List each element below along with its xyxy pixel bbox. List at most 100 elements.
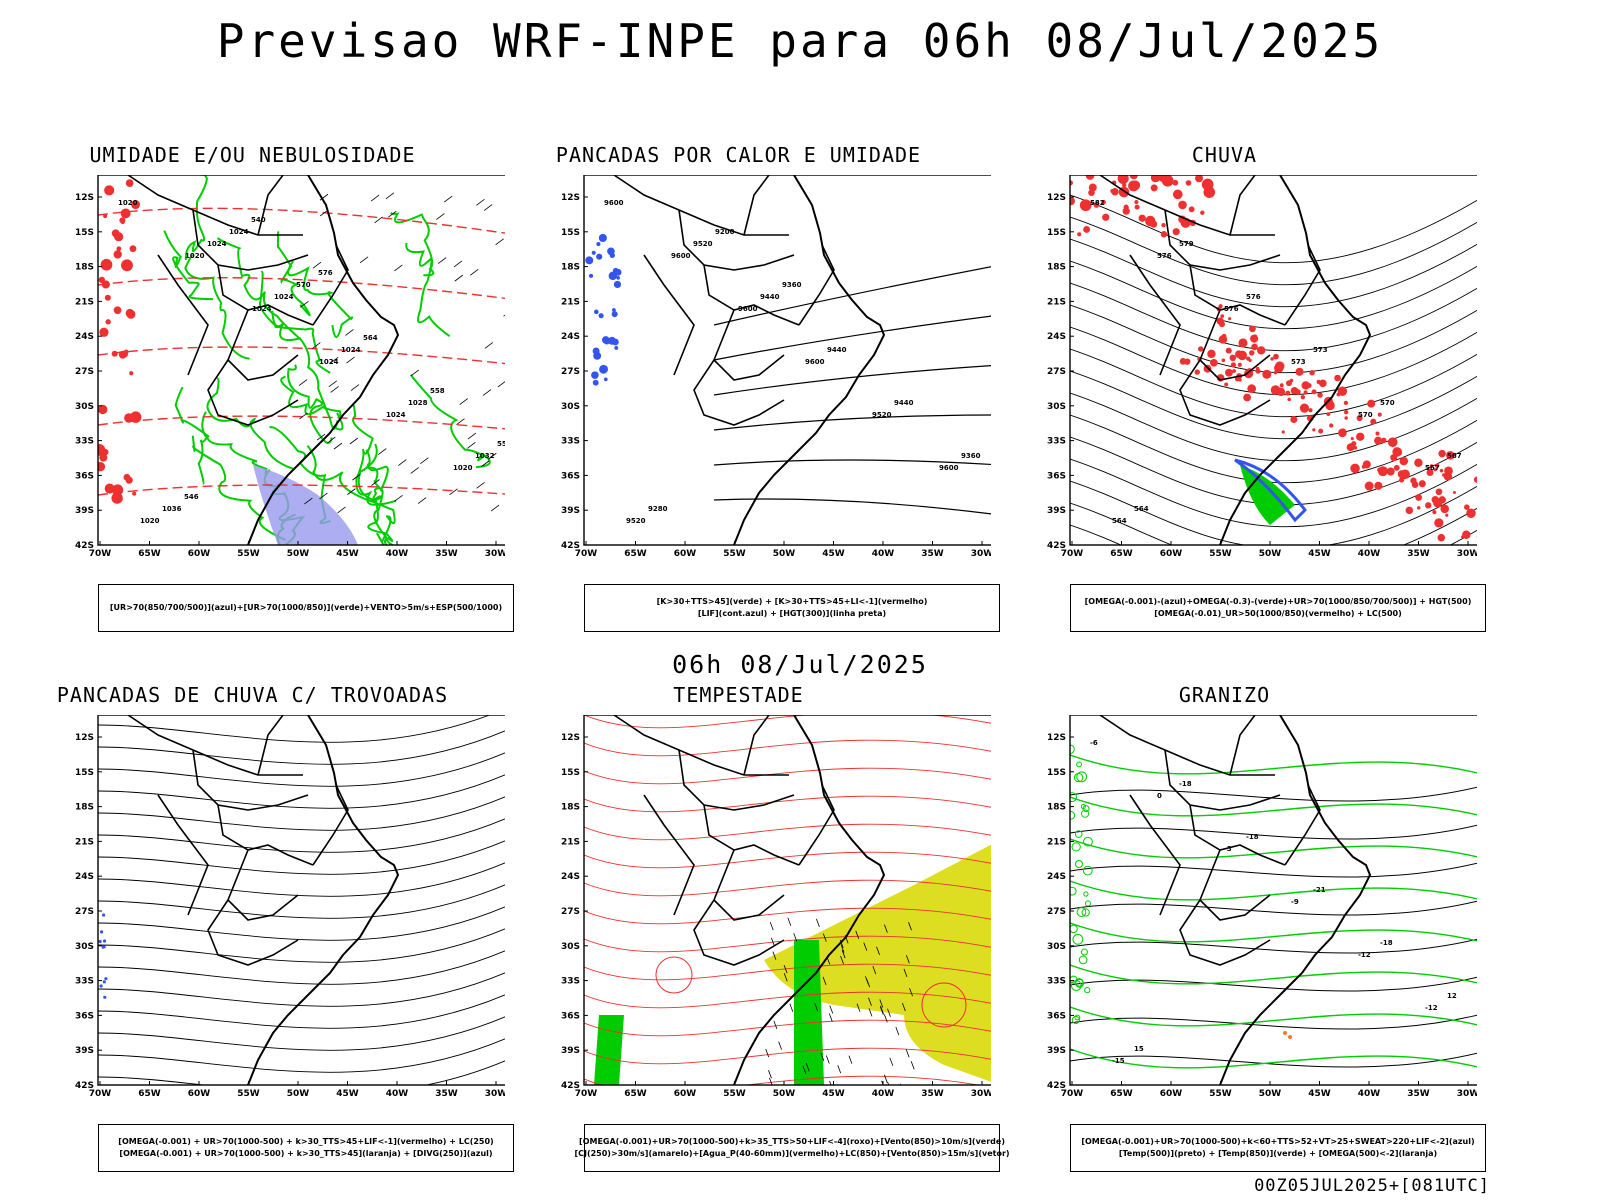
lon-tick-label: 30W: [485, 1089, 505, 1099]
lat-tick-label: 36S: [75, 1011, 94, 1021]
lat-tick-label: 33S: [561, 977, 580, 987]
lon-tick-label: 45W: [822, 1089, 845, 1099]
lon-tick-label: 35W: [1407, 1089, 1430, 1099]
lat-tick-label: 42S: [1047, 1081, 1066, 1091]
lat-tick-label: 30S: [561, 942, 580, 952]
contour-label: 1020: [185, 252, 205, 260]
panel-title: PANCADAS POR CALOR E UMIDADE: [555, 143, 922, 167]
contour-label: -6: [1090, 739, 1098, 747]
lon-tick-label: 60W: [1160, 549, 1183, 559]
lon-tick-label: 65W: [1110, 549, 1133, 559]
contour-label: 9600: [671, 252, 691, 260]
contour-label: -18: [1246, 833, 1259, 841]
lon-tick-label: 50W: [1259, 1089, 1282, 1099]
lon-tick-label: 45W: [1308, 549, 1331, 559]
contour-label: 573: [1291, 358, 1306, 366]
lat-tick-label: 15S: [561, 228, 580, 238]
lon-tick-label: 30W: [971, 1089, 991, 1099]
lon-tick-label: 40W: [872, 549, 895, 559]
panel-chuva: CHUVA 582 576 576 573 570 567 564 579 576 573 570 5…: [972, 143, 1486, 635]
contour-label: 570: [1358, 411, 1373, 419]
map-area: 582 576 576 573 570 567 564 579 576 573 570 567 564 1…: [972, 175, 1477, 572]
panel-title: CHUVA: [1191, 143, 1258, 167]
contour-label: 564: [1134, 505, 1149, 513]
contour-label: 570: [296, 281, 311, 289]
lat-tick-label: 30S: [561, 402, 580, 412]
lat-tick-label: 33S: [75, 437, 94, 447]
legend-line: [OMEGA(-0.001)+UR>70(1000-500)+k>35_TTS>…: [579, 1137, 1005, 1146]
panel-tempestade: TEMPESTADE 12S 15S 18S 21S 24S 27S 30S 33S 36S 39…: [486, 683, 1010, 1175]
lon-tick-label: 35W: [921, 1089, 944, 1099]
lon-tick-label: 65W: [1110, 1089, 1133, 1099]
lat-tick-label: 15S: [1047, 228, 1066, 238]
contour-label: 570: [1380, 399, 1395, 407]
lat-tick-label: 12S: [75, 193, 94, 203]
panel-umidade: UMIDADE E/OU NEBULOSIDADE 1020 1020 1024 10…: [0, 143, 514, 635]
legend-line: [OMEGA(-0.001)-(azul)+OMEGA(-0.3)-(verde…: [1084, 597, 1472, 606]
lat-tick-label: 30S: [1047, 402, 1066, 412]
lat-tick-label: 42S: [561, 1081, 580, 1091]
lat-tick-label: 18S: [1047, 263, 1066, 273]
lat-tick-label: 39S: [75, 1046, 94, 1056]
lat-tick-label: 12S: [75, 733, 94, 743]
contour-label: 9520: [872, 411, 892, 419]
lat-tick-label: 42S: [1047, 541, 1066, 551]
contour-label: 1020: [140, 517, 160, 525]
lat-tick-label: 36S: [561, 1011, 580, 1021]
lat-tick-label: 12S: [561, 193, 580, 203]
legend-line: [K>30+TTS>45](verde) + [K>30+TTS>45+LI<-…: [656, 597, 928, 606]
panel-pancadas-calor: PANCADAS POR CALOR E UMIDADE 9600 9600 960…: [486, 143, 1000, 635]
run-time-footer: 00Z05JUL2025+[081UTC]: [1254, 1176, 1490, 1196]
lon-tick-label: 60W: [674, 549, 697, 559]
lat-tick-label: 27S: [561, 367, 580, 377]
panel-title: PANCADAS DE CHUVA C/ TROVOADAS: [56, 683, 449, 707]
legend-line: [LIF](cont.azul) + [HGT(300)](linha pret…: [697, 609, 887, 618]
lon-tick-label: 45W: [822, 549, 845, 559]
contour-label: 1024: [386, 411, 406, 419]
map-area: 9600 9600 9600 9600 9520 9600 9520 9520 9440 9440…: [486, 175, 991, 572]
contour-label: -12: [1425, 1004, 1438, 1012]
lat-tick-label: 39S: [1047, 506, 1066, 516]
lon-tick-label: 60W: [674, 1089, 697, 1099]
contour-label: -9: [1291, 898, 1299, 906]
lat-tick-label: 30S: [75, 942, 94, 952]
lon-tick-label: 30W: [485, 549, 505, 559]
lat-tick-label: 36S: [561, 471, 580, 481]
lon-tick-label: 65W: [138, 1089, 161, 1099]
lat-tick-label: 15S: [75, 768, 94, 778]
contour-label: 558: [430, 387, 445, 395]
contour-label: 9600: [939, 464, 959, 472]
lat-tick-label: 21S: [561, 837, 580, 847]
contour-label: -15: [1112, 1057, 1125, 1065]
lon-tick-label: 45W: [336, 549, 359, 559]
contour-label: -21: [1313, 886, 1326, 894]
map-svg: 1020102010241024102410201020102410241024…: [75, 175, 505, 559]
lon-tick-label: 35W: [1407, 549, 1430, 559]
contour-label: 576: [1157, 252, 1172, 260]
contour-label: 9360: [782, 281, 802, 289]
lon-tick-label: 35W: [921, 549, 944, 559]
contour-label: 576: [1246, 293, 1261, 301]
lat-tick-label: 33S: [561, 437, 580, 447]
lon-tick-label: 60W: [1160, 1089, 1183, 1099]
lat-tick-label: 18S: [561, 263, 580, 273]
lat-tick-label: 15S: [1047, 768, 1066, 778]
lon-tick-label: 55W: [237, 549, 260, 559]
lon-tick-label: 60W: [188, 1089, 211, 1099]
main-title: Previsao WRF-INPE para 06h 08/Jul/2025: [216, 14, 1384, 68]
lon-tick-label: 70W: [1061, 549, 1084, 559]
lat-tick-label: 18S: [75, 803, 94, 813]
lat-tick-label: 33S: [75, 977, 94, 987]
contour-label: 9520: [693, 240, 713, 248]
lat-tick-label: 36S: [1047, 471, 1066, 481]
legend-line: [OMEGA(-0.001) + UR>70(1000-500) + k>30_…: [118, 1137, 494, 1146]
contour-label: 9360: [961, 452, 981, 460]
lon-tick-label: 60W: [188, 549, 211, 559]
panel-title: UMIDADE E/OU NEBULOSIDADE: [89, 143, 416, 167]
lat-tick-label: 39S: [75, 506, 94, 516]
contour-label: 9440: [894, 399, 914, 407]
contour-label: 1024: [274, 293, 294, 301]
lat-tick-label: 24S: [75, 872, 94, 882]
contour-label: 1024: [207, 240, 227, 248]
